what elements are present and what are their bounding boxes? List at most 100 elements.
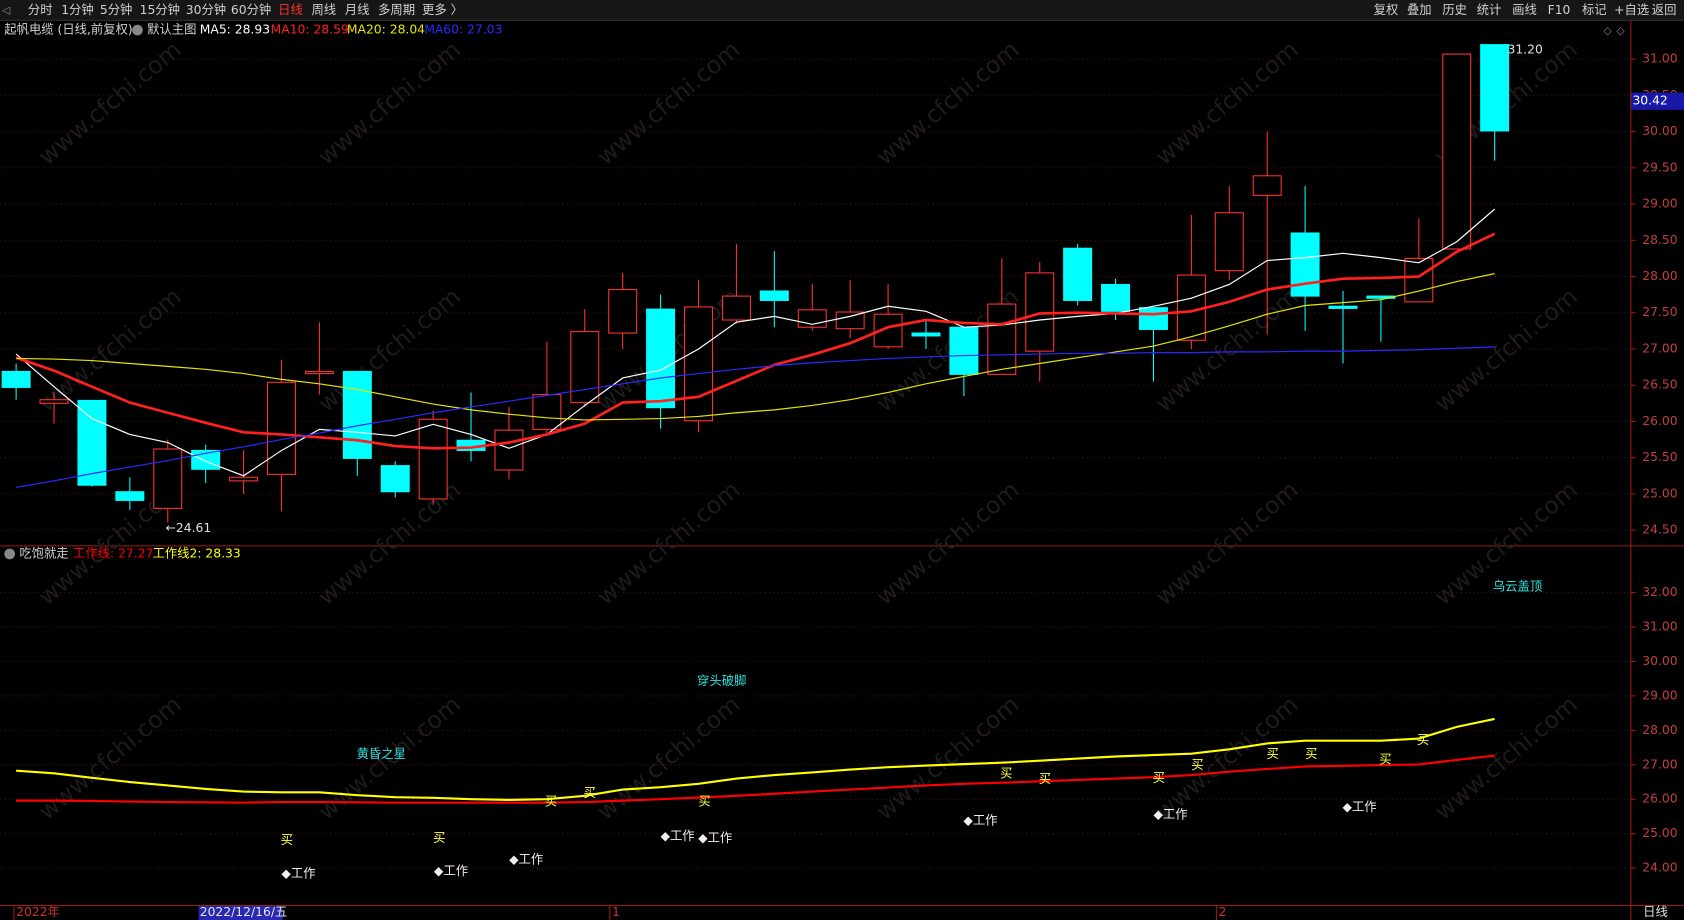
chart-title: 起帆电缆 (日线,前复权)	[4, 22, 132, 37]
toolbar-item[interactable]: 叠加	[1407, 3, 1432, 17]
buy-signal: 买	[698, 794, 710, 808]
y-tick-label: 24.50	[1642, 523, 1677, 537]
toolbar-item[interactable]: 1分钟	[61, 2, 94, 17]
toolbar-item[interactable]: 画线	[1512, 3, 1537, 17]
buy-signal: 买	[433, 831, 445, 845]
chart-subtitle: 默认主图	[147, 22, 196, 37]
menu-arrow: ◁	[1, 4, 10, 17]
y-tick-label: 27.00	[1642, 341, 1677, 355]
candle-body	[304, 370, 334, 375]
candle-body	[608, 289, 638, 334]
candle-body	[1328, 305, 1358, 309]
y-tick-label: 25.00	[1642, 826, 1677, 840]
candle-body	[1214, 212, 1244, 272]
buy-signal: 买	[1379, 753, 1391, 767]
y-tick-label: 29.00	[1642, 197, 1677, 211]
period-label: 日线	[1643, 905, 1668, 919]
series-line	[16, 754, 1495, 804]
toolbar-item[interactable]: 30分钟	[186, 2, 226, 17]
series-line	[16, 346, 1495, 488]
toolbar-item[interactable]: 更多 〉	[422, 3, 463, 17]
buy-signal: 买	[1000, 767, 1012, 781]
candle-body	[266, 381, 296, 475]
expand-icon[interactable]: ◇	[1603, 24, 1612, 37]
y-tick-label: 27.00	[1642, 757, 1677, 771]
legend-entry: MA10: 28.59	[271, 23, 349, 37]
candle-body	[229, 476, 259, 482]
menu-icon[interactable]	[132, 24, 143, 36]
candle-body	[684, 306, 714, 422]
axis-bg	[1630, 20, 1684, 905]
y-tick-label: 28.00	[1642, 269, 1677, 283]
menu-icon[interactable]	[4, 548, 16, 560]
y-tick-label: 25.00	[1642, 486, 1677, 500]
toolbar-item[interactable]: 周线	[311, 3, 336, 17]
work-signal: ◆工作	[509, 852, 543, 866]
toolbar-item[interactable]: 复权	[1374, 3, 1399, 17]
y-tick-label: 25.50	[1642, 450, 1677, 464]
y-tick-label: 29.00	[1642, 688, 1677, 702]
toolbar-item[interactable]: 历史	[1442, 3, 1467, 17]
x-tick-label: 1	[612, 905, 620, 919]
y-tick-label: 28.00	[1642, 723, 1677, 737]
candle-body	[1404, 257, 1434, 303]
candle-body	[1, 370, 31, 388]
toolbar-item[interactable]: 返回	[1652, 3, 1677, 17]
toolbar-item[interactable]: 60分钟	[231, 2, 271, 17]
candle-body	[987, 303, 1017, 375]
candle-body	[759, 290, 789, 301]
series-line	[15, 208, 1496, 477]
candle-body	[835, 311, 865, 330]
toolbar-item[interactable]: 统计	[1477, 3, 1502, 17]
x-tick-label: 2022年	[16, 905, 60, 919]
toolbar-item[interactable]: 15分钟	[140, 2, 180, 17]
candle-body	[153, 448, 183, 509]
candle-body	[721, 295, 751, 321]
candle-body	[1366, 295, 1396, 299]
buy-signal: 买	[1417, 733, 1429, 747]
toolbar-item[interactable]: 标记	[1582, 3, 1607, 17]
pattern-label: 穿头破脚	[697, 673, 746, 688]
series-line	[15, 232, 1496, 450]
price-tag-bg	[1631, 92, 1684, 110]
toolbar-item[interactable]: 月线	[345, 3, 370, 17]
work-signal: ◆工作	[1342, 800, 1376, 814]
toolbar	[0, 0, 1684, 21]
y-tick-label: 26.00	[1642, 414, 1677, 428]
y-tick-label: 26.50	[1642, 378, 1677, 392]
y-tick-label: 31.00	[1642, 52, 1677, 66]
y-tick-label: 31.00	[1642, 620, 1677, 634]
toolbar-item[interactable]: +自选	[1614, 3, 1649, 17]
y-tick-label: 24.00	[1642, 861, 1677, 875]
close-icon[interactable]: ◇	[1616, 24, 1625, 37]
low-annotation: ←24.61	[166, 521, 212, 535]
toolbar-item[interactable]: 多周期	[378, 3, 415, 17]
work-signal: ◆工作	[434, 864, 468, 878]
panel-title: 吃饱就走	[19, 545, 68, 560]
toolbar-item[interactable]: 日线	[278, 3, 303, 17]
work-signal: ◆工作	[281, 866, 315, 880]
toolbar-item[interactable]: 5分钟	[100, 2, 133, 17]
work-signal: ◆工作	[698, 831, 732, 845]
toolbar-item[interactable]: 分时	[28, 3, 53, 17]
y-tick-label: 30.00	[1642, 654, 1677, 668]
toolbar-item[interactable]: F10	[1548, 3, 1571, 17]
candle-body	[1290, 232, 1320, 297]
buy-signal: 买	[583, 786, 595, 800]
candle-body	[1480, 44, 1510, 132]
legend-entry: 工作线: 27.27	[73, 546, 153, 560]
candle-body	[1138, 307, 1168, 330]
buy-signal: 买	[1191, 758, 1203, 772]
cursor-date: 2022/12/16/五	[200, 905, 288, 919]
work-signal: ◆工作	[963, 814, 997, 828]
y-tick-label: 32.00	[1642, 585, 1677, 599]
buy-signal: 买	[281, 833, 293, 847]
work-signal: ◆工作	[1153, 807, 1187, 821]
candle-body	[39, 399, 69, 404]
price-tag: 30.42	[1632, 94, 1667, 108]
work-signal: ◆工作	[660, 829, 694, 843]
legend-entry: MA60: 27.03	[424, 23, 502, 37]
candle-body	[911, 332, 941, 337]
